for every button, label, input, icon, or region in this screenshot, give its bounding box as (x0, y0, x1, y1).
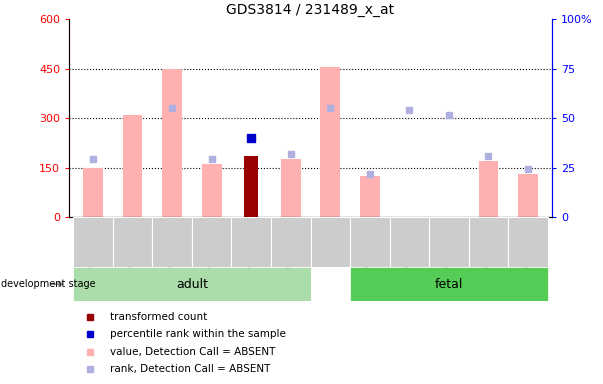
Bar (244, 156, 258, 217)
Text: fetal: fetal (435, 278, 463, 291)
Text: percentile rank within the sample: percentile rank within the sample (110, 329, 286, 339)
Bar (113, 217, 153, 267)
Bar (281, 159, 301, 217)
Bar (153, 217, 192, 267)
Bar (162, 69, 182, 217)
Bar (508, 217, 548, 267)
Bar (320, 67, 340, 217)
Bar (123, 115, 142, 217)
Bar (311, 217, 350, 267)
Bar (74, 217, 113, 267)
Bar (74, 267, 311, 301)
Bar (360, 176, 380, 217)
Bar (390, 217, 429, 267)
Bar (429, 217, 469, 267)
Bar (479, 161, 498, 217)
Bar (350, 267, 548, 301)
Bar (83, 167, 103, 217)
Bar (311, 267, 350, 301)
Bar (232, 217, 271, 267)
Bar (192, 217, 232, 267)
Text: rank, Detection Call = ABSENT: rank, Detection Call = ABSENT (110, 364, 271, 374)
Bar (518, 174, 538, 217)
Bar (202, 164, 221, 217)
Bar (350, 217, 390, 267)
Bar (271, 217, 311, 267)
Text: adult: adult (176, 278, 208, 291)
Text: development stage: development stage (1, 279, 96, 289)
Bar (469, 217, 508, 267)
Title: GDS3814 / 231489_x_at: GDS3814 / 231489_x_at (227, 3, 394, 17)
Text: value, Detection Call = ABSENT: value, Detection Call = ABSENT (110, 347, 276, 357)
Text: transformed count: transformed count (110, 312, 207, 322)
